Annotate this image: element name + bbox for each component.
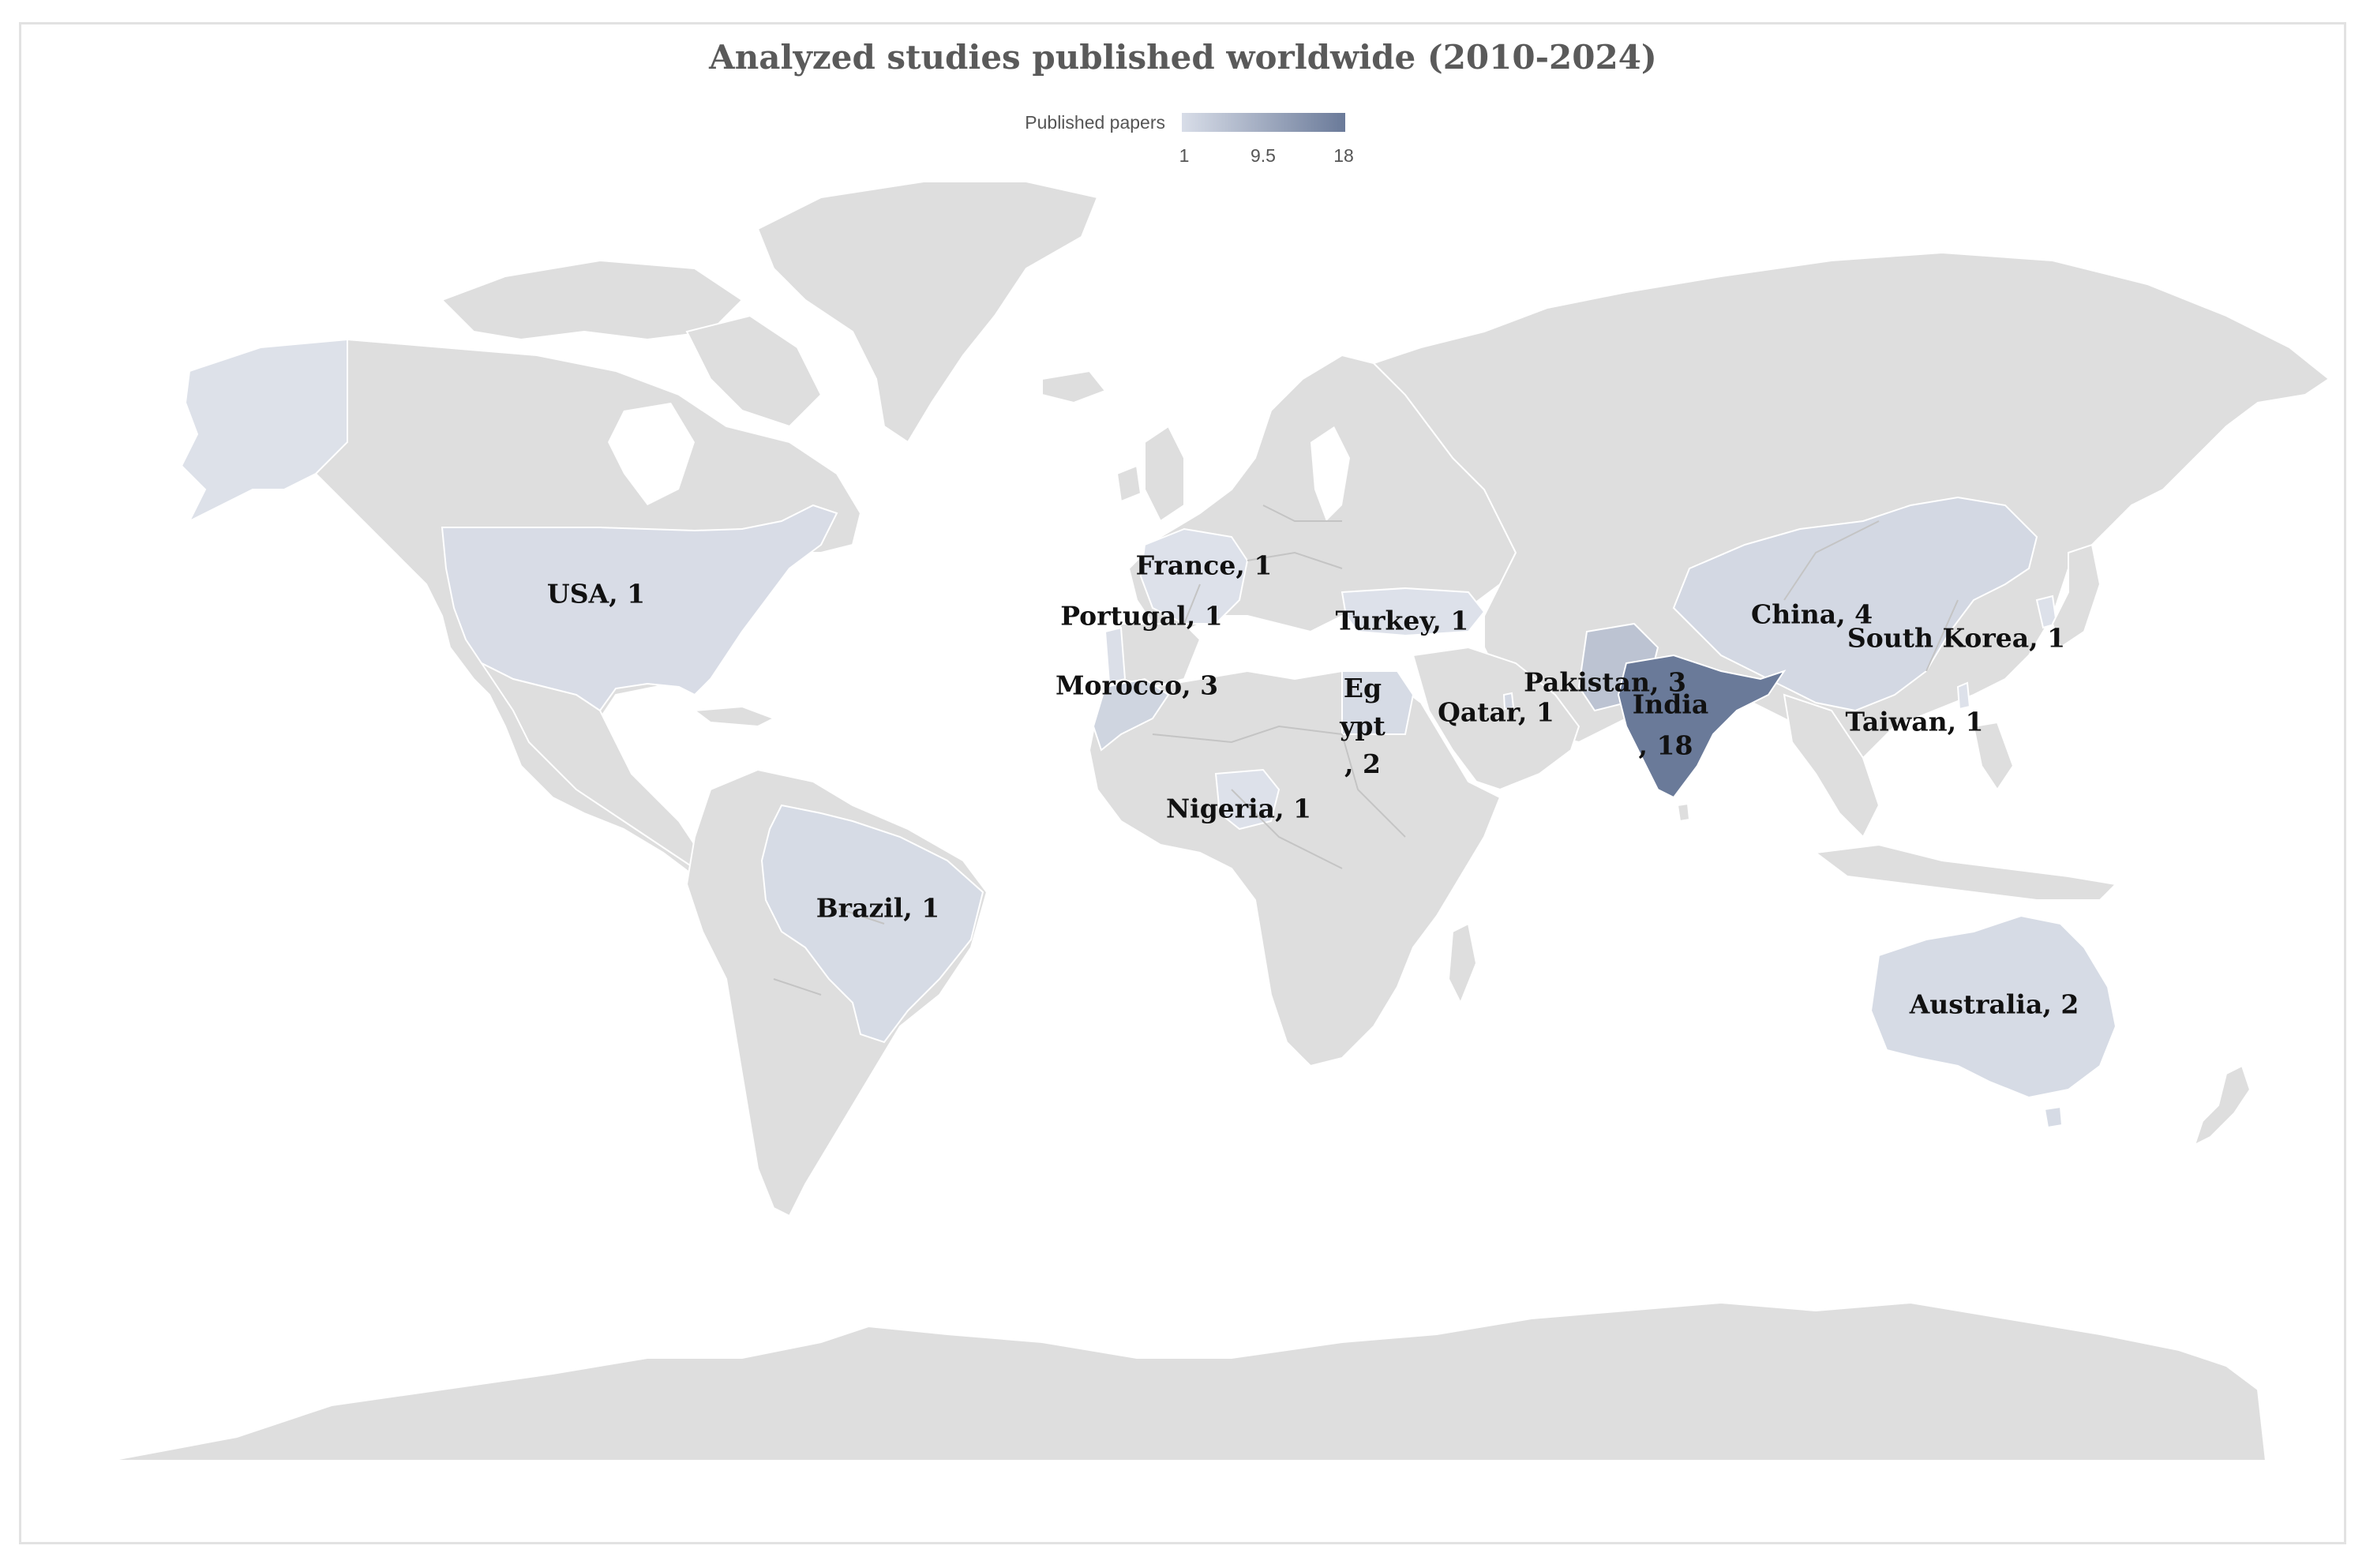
label-india-line1: India (1632, 688, 1709, 720)
indonesia (1813, 843, 2118, 901)
legend-max-tick: 18 (1333, 145, 1354, 166)
label-brazil: Brazil, 1 (816, 892, 940, 924)
label-china: China, 4 (1750, 598, 1873, 630)
legend-gradient-bar (1182, 113, 1345, 132)
southeast-asia (1783, 693, 1880, 838)
ireland (1116, 464, 1142, 503)
legend-mid-tick: 9.5 (1250, 145, 1276, 166)
label-morocco: Morocco, 3 (1055, 670, 1219, 701)
france (1139, 527, 1249, 625)
arabia (1412, 646, 1580, 791)
alaska (180, 338, 348, 523)
label-france: France, 1 (1135, 550, 1273, 581)
border-lines (773, 505, 1959, 996)
label-pakistan: Pakistan, 3 (1524, 666, 1686, 698)
iceland (1041, 369, 1107, 404)
label-taiwan: Taiwan, 1 (1845, 706, 1984, 737)
morocco (1092, 677, 1170, 752)
new-zealand (2193, 1064, 2252, 1146)
label-egypt-line2: ypt (1340, 711, 1385, 741)
tasmania (2043, 1105, 2064, 1129)
antarctica (110, 1301, 2267, 1461)
sri-lanka (1676, 802, 1691, 823)
label-south-korea: South Korea, 1 (1847, 622, 2066, 654)
legend-label: Published papers (1025, 112, 1165, 133)
qatar (1502, 692, 1515, 711)
baffin-island (685, 314, 823, 428)
map-title: Analyzed studies published worldwide (20… (709, 38, 1657, 77)
egypt (1341, 670, 1415, 735)
label-turkey: Turkey, 1 (1335, 605, 1469, 636)
uk (1144, 425, 1185, 523)
greenland (756, 181, 1099, 444)
japan (2051, 543, 2102, 649)
label-usa: USA, 1 (546, 578, 646, 610)
africa (1088, 670, 1502, 1067)
portugal (1104, 626, 1127, 685)
label-nigeria: Nigeria, 1 (1165, 793, 1312, 824)
hudson-bay (608, 403, 695, 505)
nigeria (1214, 768, 1280, 831)
turkey (1340, 587, 1486, 637)
label-egypt-line1: Eg (1343, 673, 1382, 703)
madagascar (1447, 922, 1478, 1005)
china (1672, 496, 2038, 712)
baltic-sea (1310, 426, 1350, 521)
cuba (692, 705, 776, 728)
brazil (760, 804, 984, 1044)
canada-islands (441, 259, 744, 341)
label-portugal: Portugal, 1 (1060, 600, 1223, 632)
label-qatar: Qatar, 1 (1438, 696, 1554, 728)
label-india-line2: , 18 (1638, 730, 1693, 761)
label-australia: Australia, 2 (1909, 988, 2079, 1020)
india (1617, 654, 1787, 799)
taiwan (1956, 681, 1971, 711)
australia (1869, 914, 2117, 1099)
label-egypt: Eg ypt , 2 (1327, 670, 1398, 783)
legend-min-tick: 1 (1179, 145, 1190, 166)
philippines (1972, 721, 2015, 791)
label-egypt-line3: , 2 (1344, 748, 1381, 779)
